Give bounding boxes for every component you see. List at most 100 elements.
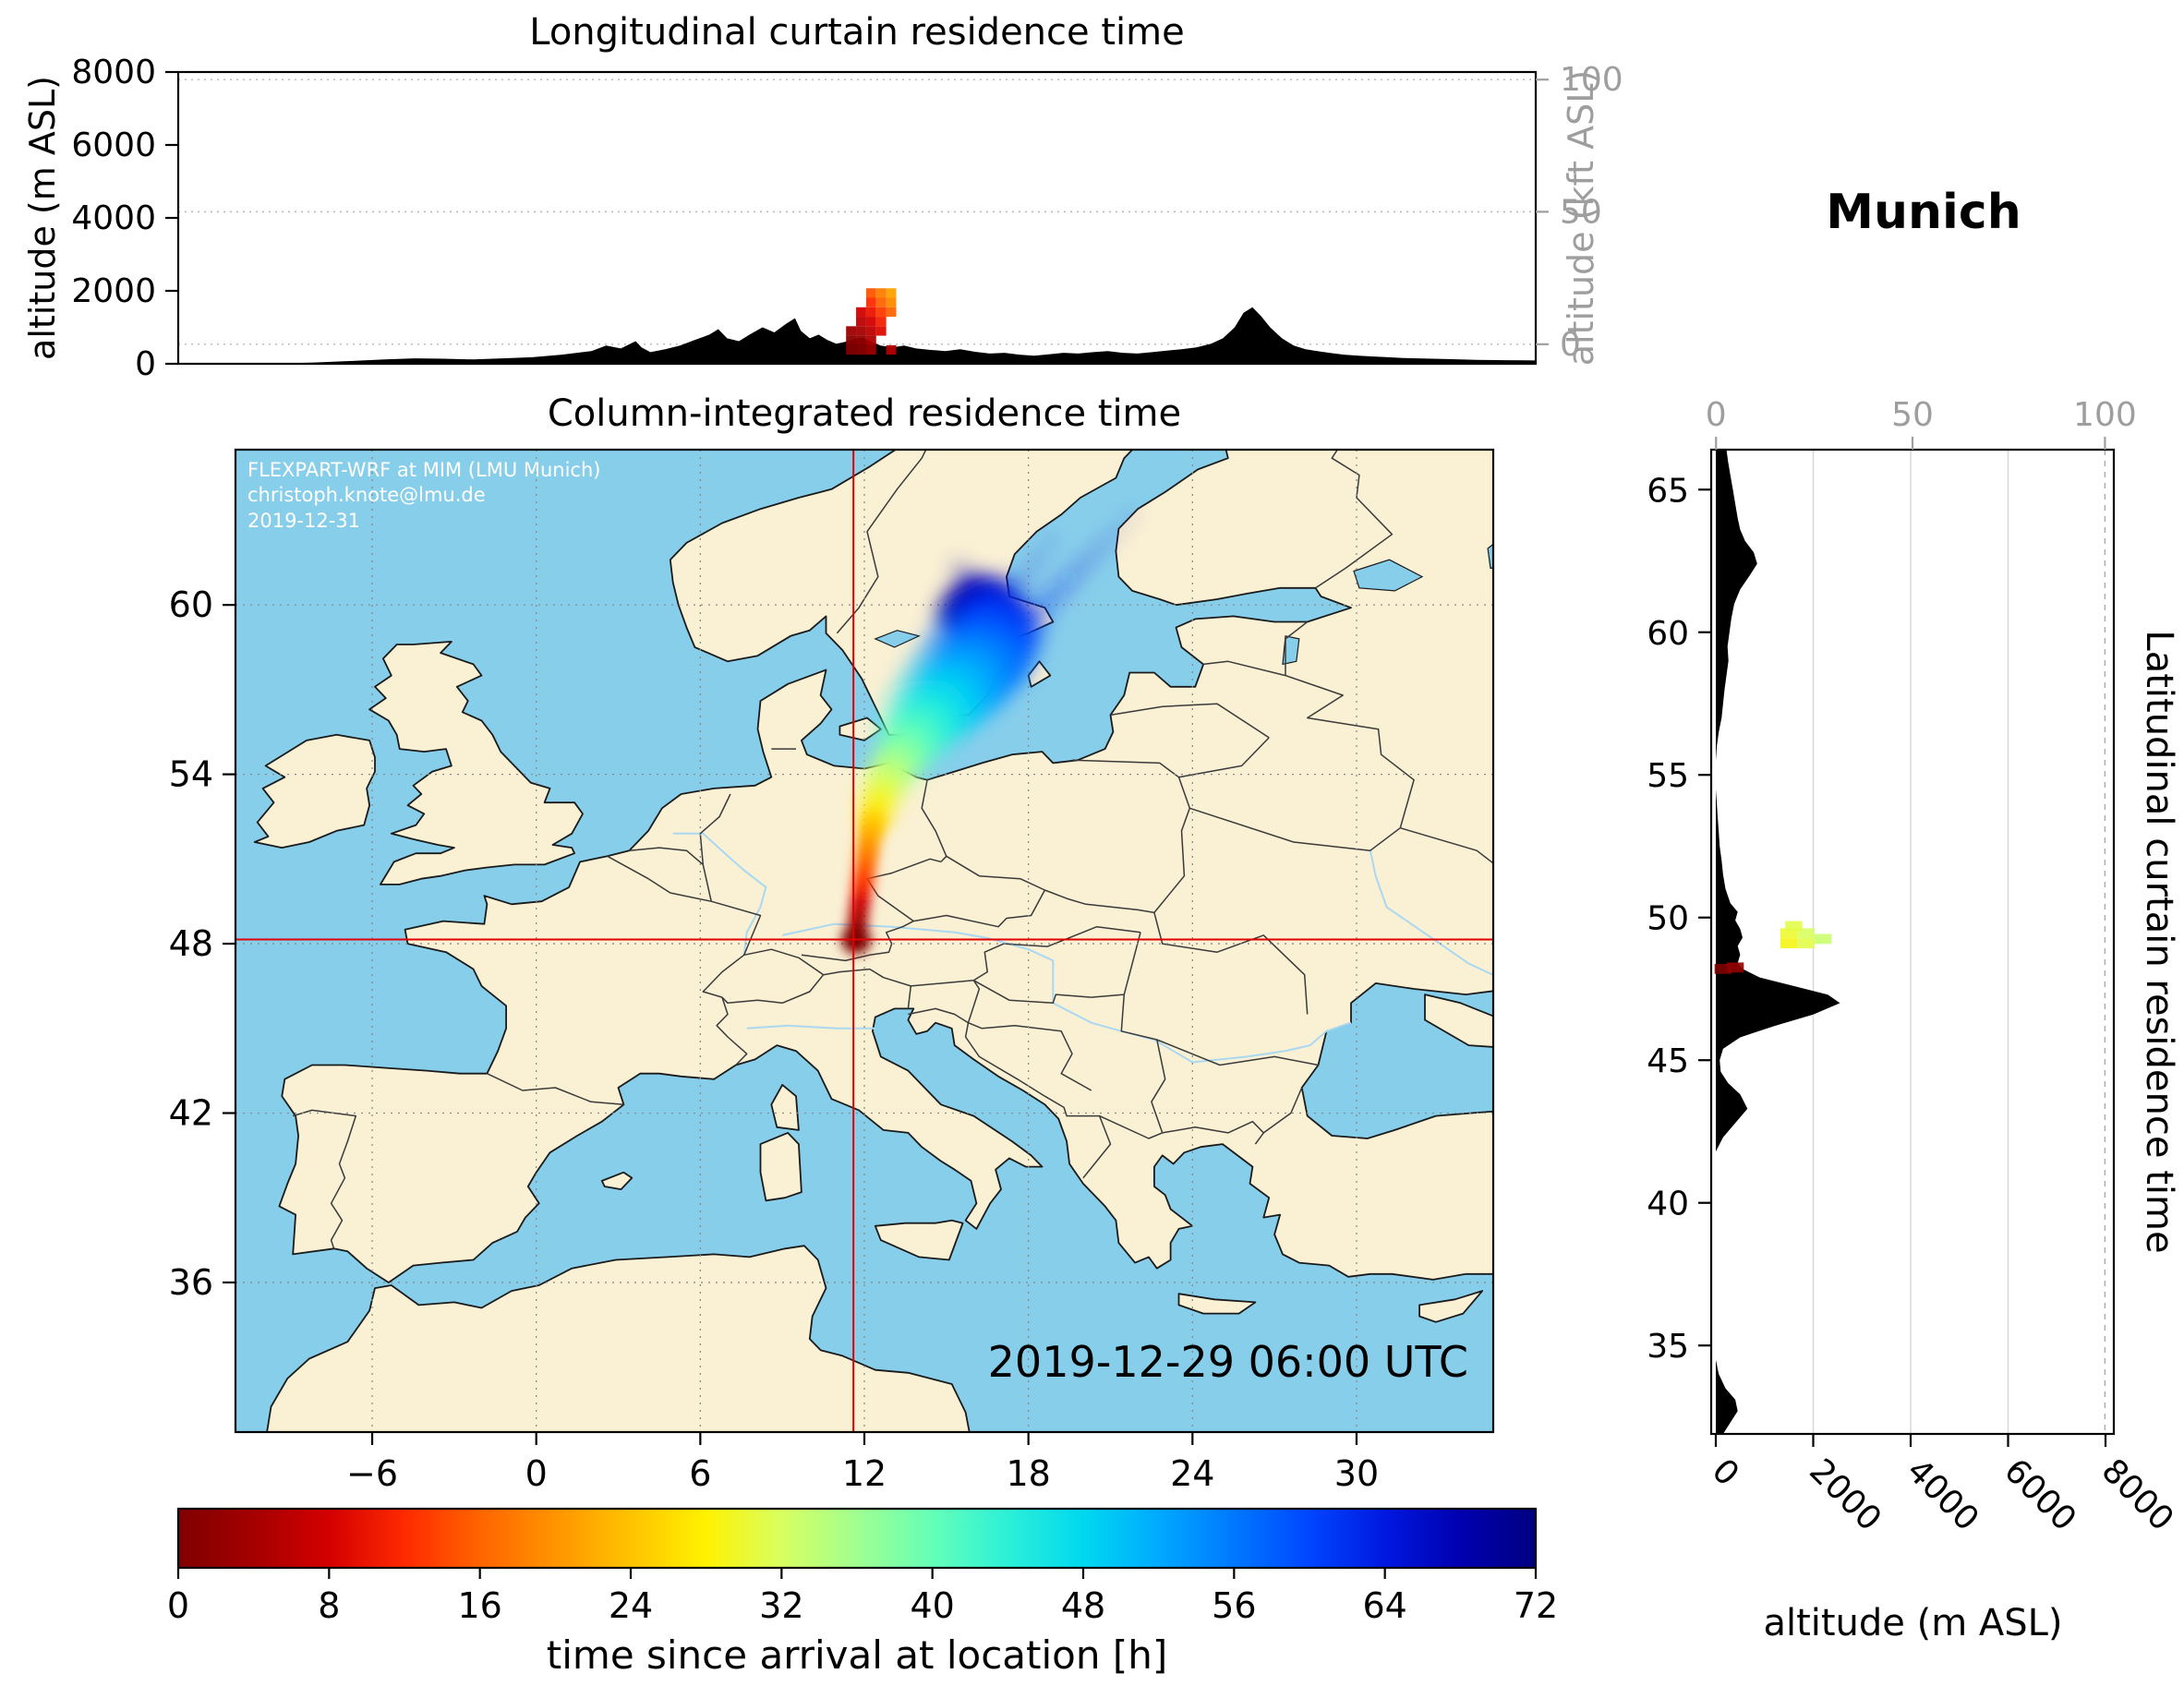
- country-border: [921, 779, 947, 862]
- country-border: [607, 855, 762, 956]
- tick-label: 36: [169, 1262, 213, 1303]
- tick-label: 40: [1647, 1186, 1689, 1223]
- country-border: [907, 985, 912, 1009]
- longitudinal-curtain-title: Longitudinal curtain residence time: [529, 11, 1185, 54]
- country-border: [702, 948, 825, 1005]
- tick-label: 8: [318, 1585, 340, 1626]
- plume-fresh: [841, 810, 887, 955]
- country-border: [968, 1022, 1092, 1091]
- tick-label: 6000: [1997, 1451, 2083, 1538]
- country-border: [1189, 807, 1401, 851]
- country-border: [964, 1022, 1045, 1097]
- tick-label: 24: [609, 1585, 653, 1626]
- tick-label: 32: [759, 1585, 803, 1626]
- tick-label: 60: [169, 584, 213, 625]
- country-border: [487, 1073, 624, 1106]
- watermark-line-3: 2019-12-31: [247, 509, 361, 532]
- country-border: [1003, 925, 1141, 947]
- tick-label: 64: [1362, 1585, 1406, 1626]
- tick-label: −6: [346, 1453, 398, 1494]
- tick-label: 50: [1560, 193, 1602, 231]
- lakes: [874, 543, 1493, 666]
- latitudinal-curtain-panel: 35 40 45 50 55 60 65 0 50 100 0 2000 4000 6000 8000: [1647, 396, 2180, 1538]
- landmass: [266, 1245, 971, 1432]
- tick-label: 42: [169, 1093, 213, 1134]
- country-border: [1262, 1087, 1303, 1134]
- longitudinal-curtain-panel: 0 2000 4000 6000 8000 0 50 100: [71, 54, 1623, 383]
- tick-label: 65: [1647, 472, 1689, 510]
- lake: [1353, 559, 1424, 592]
- map-title: Column-integrated residence time: [547, 392, 1182, 435]
- map-timestamp: 2019-12-29 06:00 UTC: [987, 1337, 1468, 1387]
- landmass: [839, 717, 882, 741]
- colorbar-gradient: [178, 1509, 1536, 1568]
- tick-label: 8000: [2094, 1451, 2181, 1538]
- lake: [1282, 635, 1300, 666]
- country-border: [1110, 703, 1270, 739]
- country-border: [702, 864, 712, 902]
- map-panel: [235, 450, 1493, 1432]
- tick-label: 0: [167, 1585, 189, 1626]
- country-border: [913, 889, 1046, 928]
- country-border: [292, 1109, 357, 1249]
- country-border: [1071, 759, 1179, 778]
- tick-label: 0: [1560, 326, 1581, 364]
- tick-label: 0: [135, 345, 156, 383]
- rivers: [672, 832, 1493, 1064]
- terrain-profile-longitudinal: [178, 307, 1536, 364]
- country-border: [1099, 1114, 1163, 1139]
- tick-label: 54: [169, 754, 213, 795]
- tick-label: 30: [1334, 1453, 1379, 1494]
- country-border: [973, 943, 1005, 981]
- river: [672, 832, 767, 956]
- tick-label: 4000: [1900, 1451, 1986, 1538]
- country-border: [908, 980, 981, 1024]
- tick-label: 16: [457, 1585, 501, 1626]
- tick-label: 0: [1705, 1451, 1746, 1493]
- country-border: [1120, 994, 1157, 1041]
- country-border: [1400, 826, 1493, 864]
- tick-label: 6: [689, 1453, 711, 1494]
- tick-label: 45: [1647, 1042, 1689, 1080]
- lake: [1487, 543, 1493, 570]
- landmass: [874, 1219, 964, 1261]
- tick-label: 35: [1647, 1328, 1689, 1366]
- tick-label: 40: [910, 1585, 954, 1626]
- landmass: [759, 1132, 802, 1202]
- tick-label: 48: [169, 923, 213, 964]
- country-border: [836, 450, 927, 634]
- tick-label: 6000: [71, 126, 156, 164]
- country-border: [629, 847, 704, 865]
- country-border: [1151, 1039, 1166, 1134]
- tick-label: 2000: [71, 272, 156, 310]
- tick-label: 50: [1891, 396, 1934, 434]
- landmass: [600, 1171, 633, 1190]
- latitudinal-x-axis-label: altitude (m ASL): [1763, 1602, 2063, 1644]
- landmass: [1177, 1293, 1257, 1315]
- landmass: [1027, 660, 1052, 688]
- watermark-line-2: christoph.knote@lmu.de: [247, 484, 486, 507]
- landmass: [1418, 1290, 1484, 1323]
- country-border: [801, 920, 914, 962]
- river: [781, 922, 1352, 1064]
- watermark-line-1: FLEXPART-WRF at MIM (LMU Munich): [247, 459, 601, 481]
- tick-label: 24: [1170, 1453, 1214, 1494]
- longitudinal-y-axis-label: altitude (m ASL): [22, 76, 63, 360]
- country-border: [866, 858, 942, 922]
- country-border: [1285, 620, 1309, 676]
- colorbar-label: time since arrival at location [h]: [546, 1632, 1168, 1678]
- tick-label: 56: [1212, 1585, 1256, 1626]
- tick-label: 0: [1706, 396, 1727, 434]
- tick-label: 100: [1560, 61, 1623, 99]
- tick-label: 50: [1647, 900, 1689, 938]
- tick-label: 0: [525, 1453, 548, 1494]
- country-border: [823, 968, 974, 987]
- tick-label: 100: [2073, 396, 2137, 434]
- country-border: [1044, 889, 1155, 914]
- country-border: [1156, 1039, 1319, 1066]
- watermark: FLEXPART-WRF at MIM (LMU Munich) christo…: [247, 458, 600, 534]
- country-border: [946, 855, 1045, 891]
- tick-label: 55: [1647, 757, 1689, 795]
